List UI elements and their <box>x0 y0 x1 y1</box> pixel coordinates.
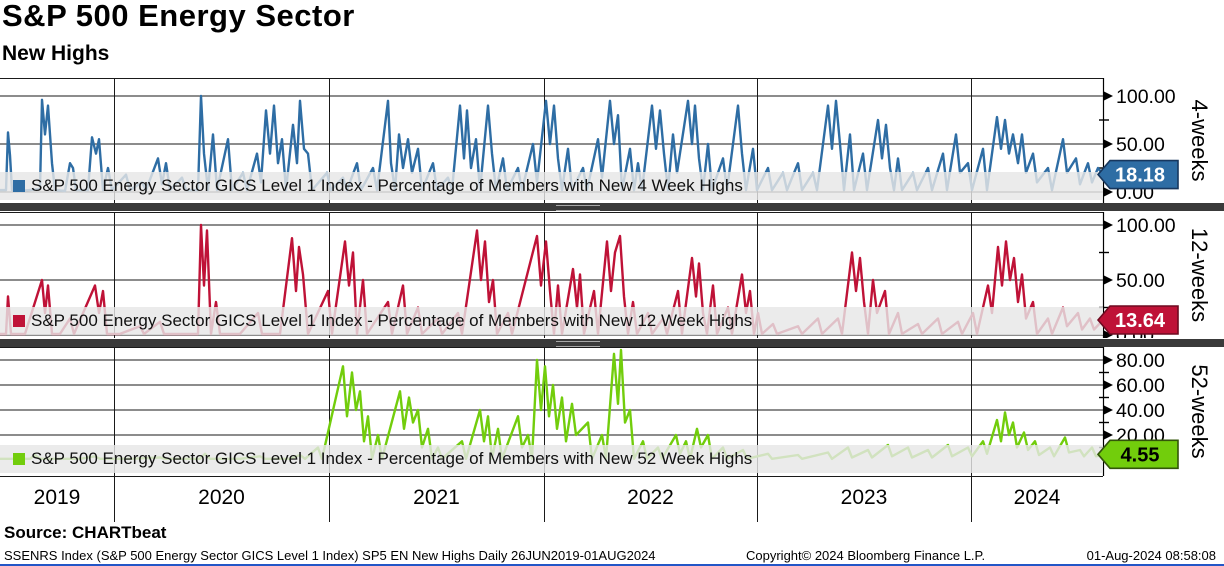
x-tick-label: 2022 <box>627 486 674 509</box>
svg-text:4.55: 4.55 <box>1121 445 1160 467</box>
x-tick <box>971 476 972 522</box>
bottom-rule <box>0 564 1224 566</box>
axis-arrow-icon <box>1103 91 1113 101</box>
svg-text:18.18: 18.18 <box>1115 165 1165 187</box>
legend-swatch-icon <box>13 180 25 192</box>
legend-label: S&P 500 Energy Sector GICS Level 1 Index… <box>31 311 752 330</box>
x-tick-label: 2023 <box>840 486 888 509</box>
y-tick-label: 50.00 <box>1116 270 1165 292</box>
divider-grip-icon <box>556 341 600 347</box>
footer-ticker-info: SSENRS Index (S&P 500 Energy Sector GICS… <box>4 548 656 563</box>
axis-arrow-icon <box>1103 330 1113 338</box>
axis-arrow-icon <box>1103 430 1113 440</box>
axis-arrow-icon <box>1103 405 1113 415</box>
panel-divider-2[interactable] <box>0 339 1224 347</box>
y-tick-label: 100.00 <box>1116 86 1176 108</box>
legend-label: S&P 500 Energy Sector GICS Level 1 Index… <box>31 449 752 468</box>
legend-swatch-icon <box>13 315 25 327</box>
axis-arrow-icon <box>1103 355 1113 365</box>
x-tick <box>114 476 115 522</box>
y-tick-label: 50.00 <box>1116 134 1165 156</box>
x-tick <box>329 476 330 522</box>
x-tick-label: 2020 <box>198 486 245 509</box>
x-tick-label: 2019 <box>33 486 81 509</box>
y-tick-label: 40.00 <box>1116 400 1165 422</box>
axis-arrow-icon <box>1103 275 1113 285</box>
x-tick-label: 2021 <box>413 486 460 509</box>
legend-label: S&P 500 Energy Sector GICS Level 1 Index… <box>31 176 743 195</box>
last-value-badge: 13.64 <box>1096 305 1179 335</box>
y-tick-label: 80.00 <box>1116 350 1165 372</box>
panel-axis-title: 12-weeks <box>1187 228 1212 322</box>
panel-axis-title: 4-weeks <box>1187 100 1212 182</box>
last-value-badge: 18.18 <box>1096 159 1179 190</box>
axis-arrow-icon <box>1103 187 1113 197</box>
footer-copyright: Copyright© 2024 Bloomberg Finance L.P. <box>746 548 986 563</box>
x-tick <box>757 476 758 522</box>
divider-grip-icon <box>556 205 600 211</box>
x-axis: 2019 2020 2021 2022 2023 2024 <box>0 476 1224 522</box>
last-value-badge: 4.55 <box>1096 439 1179 470</box>
page-title: S&P 500 Energy Sector <box>2 0 355 33</box>
svg-text:13.64: 13.64 <box>1115 310 1166 332</box>
page-subtitle: New Highs <box>2 42 110 65</box>
y-tick-label: 100.00 <box>1116 215 1176 237</box>
x-tick-label: 2024 <box>1013 486 1061 509</box>
data-line-52-weeks <box>0 348 1105 461</box>
source-label: Source: CHARTbeat <box>4 523 167 542</box>
axis-arrow-icon <box>1103 139 1113 149</box>
axis-arrow-icon <box>1103 220 1113 230</box>
legend-swatch-icon <box>13 453 25 465</box>
panel-axis-title: 52-weeks <box>1187 364 1212 458</box>
y-tick-label: 60.00 <box>1116 375 1165 397</box>
footer-timestamp: 01-Aug-2024 08:58:08 <box>1086 548 1216 563</box>
axis-arrow-icon <box>1103 380 1113 390</box>
x-axis-line <box>0 476 1103 477</box>
panel-divider-1[interactable] <box>0 203 1224 211</box>
x-tick <box>544 476 545 522</box>
